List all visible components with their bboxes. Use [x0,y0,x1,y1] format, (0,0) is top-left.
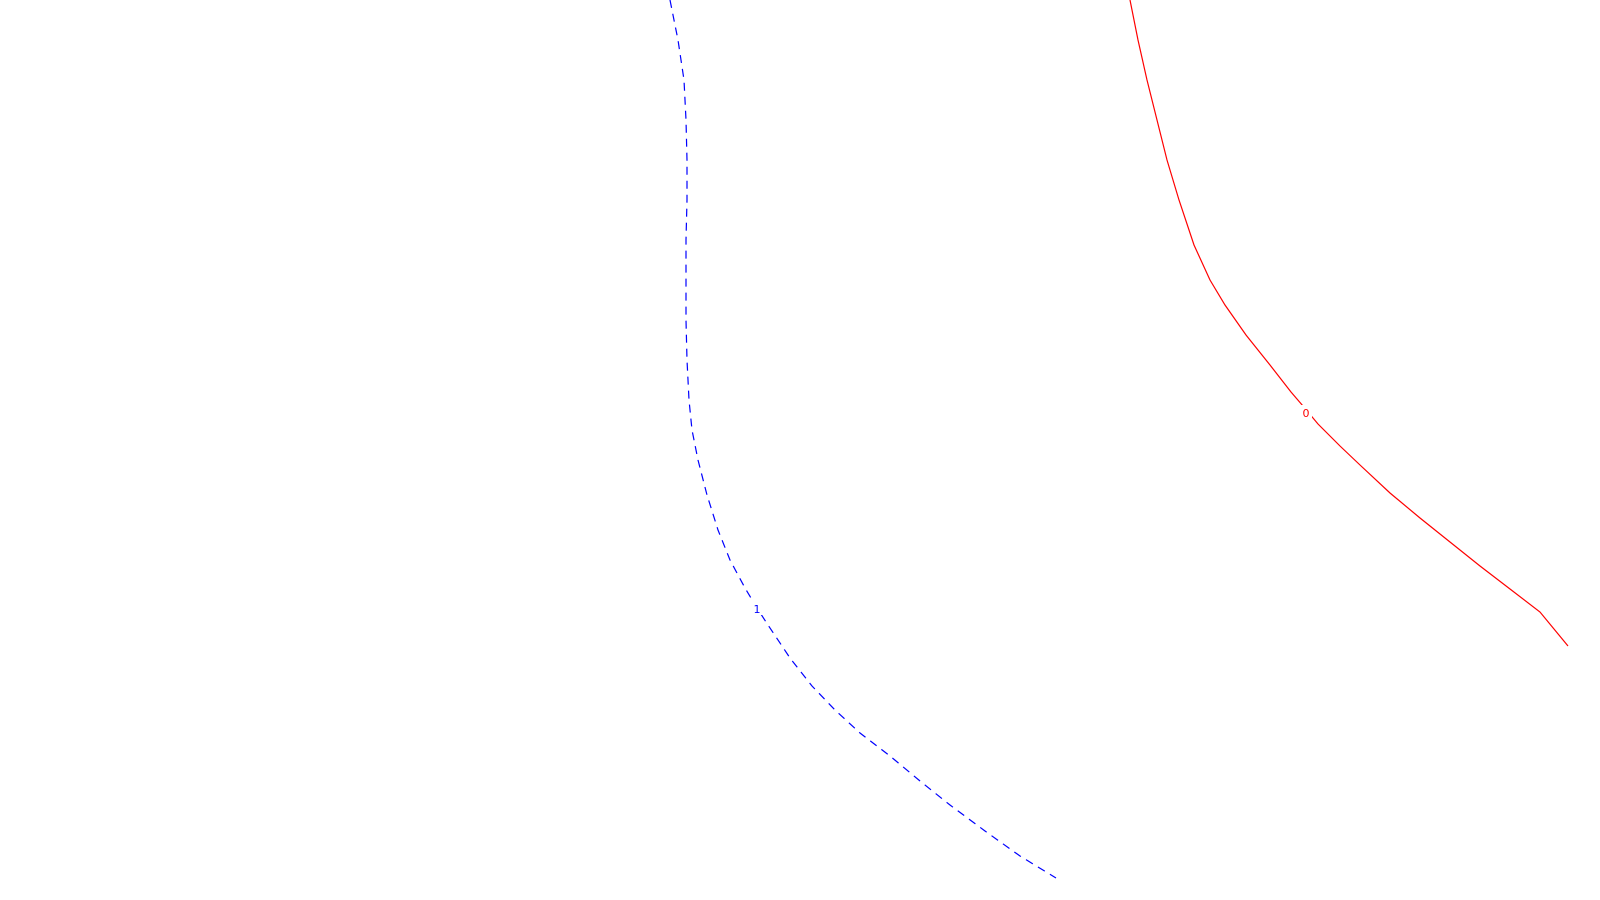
contour-label-0: 0 [1303,407,1310,420]
contour-line-0 [1129,0,1569,647]
contour-label-1: 1 [754,603,761,616]
contour-lines [669,0,1569,879]
contour-labels: 01 [751,405,1312,616]
contour-label-background-0 [1300,405,1312,419]
contour-line-1 [669,0,1057,879]
contour-label-background-1 [751,601,763,615]
